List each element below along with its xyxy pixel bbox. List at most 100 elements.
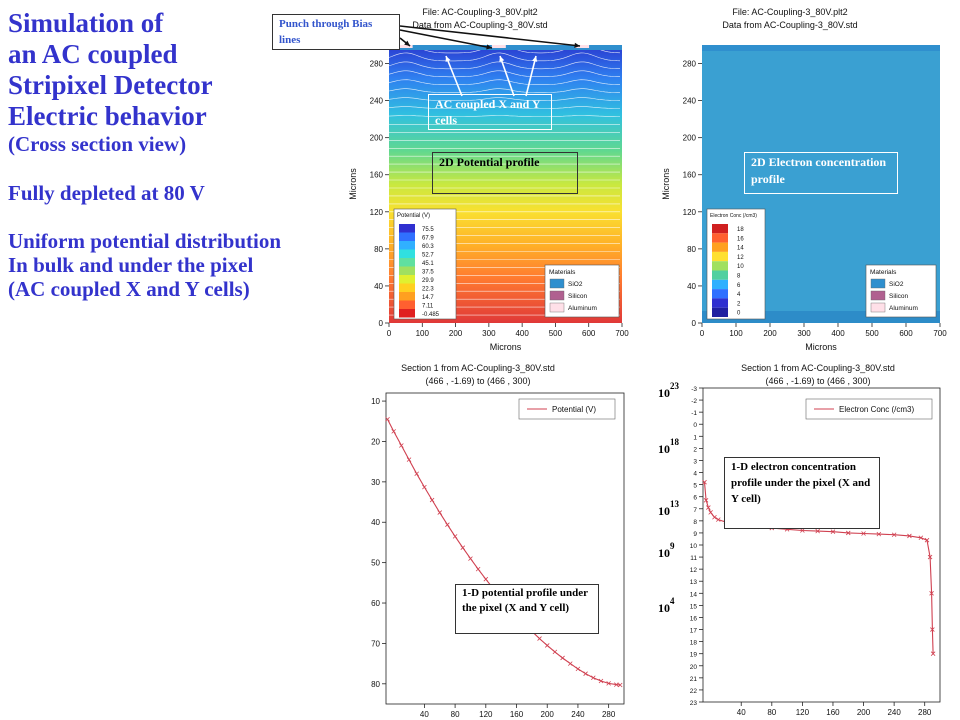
electron-1d-point-17 bbox=[876, 531, 882, 537]
electron-1d-label: 1-D electron concentration profile under… bbox=[724, 457, 880, 529]
electron-2d-xtick-label-200: 200 bbox=[763, 329, 777, 338]
potential-1d-ytick-label-10: 10 bbox=[371, 397, 380, 406]
electron-2d-colorbar-swatch-6 bbox=[712, 279, 728, 290]
potential-2d-colorbar-title: Potential (V) bbox=[397, 213, 430, 219]
electron-2d-colorbar-level-1: 16 bbox=[737, 236, 744, 242]
electron-2d-ytick-label-280: 280 bbox=[683, 60, 697, 69]
electron-2d-xtick-label-0: 0 bbox=[700, 329, 705, 338]
electron-2d-header-2: Data from AC-Coupling-3_80V.std bbox=[722, 20, 857, 30]
electron-1d-ytick-label-11: 11 bbox=[690, 555, 697, 562]
potential-2d-contour-5 bbox=[388, 79, 621, 85]
potential-2d-colorbar-swatch-9 bbox=[399, 300, 415, 309]
electron-2d-ytick-label-40: 40 bbox=[687, 282, 696, 291]
potential-2d-colorbar-level-4: 45.1 bbox=[422, 261, 434, 267]
electron-2d-colorbar-level-4: 10 bbox=[737, 264, 744, 270]
punch-through-arrow-3 bbox=[399, 25, 581, 47]
potential-1d-point-9 bbox=[452, 534, 458, 539]
potential-2d-xtick-label-500: 500 bbox=[549, 329, 563, 338]
subheading: (Cross section view) bbox=[8, 132, 187, 156]
potential-2d-colorbar-level-9: 7.11 bbox=[422, 304, 434, 310]
electron-2d-colorbar-level-0: 18 bbox=[737, 227, 744, 233]
potential-2d-xtick-label-0: 0 bbox=[387, 329, 392, 338]
potential-1d-xtick-label-120: 120 bbox=[479, 710, 493, 719]
electron-1d-point-23 bbox=[929, 591, 934, 596]
electron-1d-point-13 bbox=[815, 528, 820, 534]
potential-1d-point-31 bbox=[617, 682, 623, 688]
potential-1d-legend-label: Potential (V) bbox=[552, 405, 596, 414]
electron-1d-point-22 bbox=[927, 554, 933, 560]
potential-2d-colorbar-level-3: 52.7 bbox=[422, 253, 434, 259]
electron-1d-header-2: (466 , -1.69) to (466 , 300) bbox=[765, 376, 870, 386]
ac-coupled-label: AC coupled X and Y cells bbox=[428, 94, 552, 130]
potential-1d-header-2: (466 , -1.69) to (466 , 300) bbox=[425, 376, 530, 386]
electron-1d-xtick-label-160: 160 bbox=[826, 708, 840, 717]
electron-1d-xtick-label-80: 80 bbox=[767, 708, 776, 717]
ac-coupled-arrow-1-head bbox=[445, 56, 451, 62]
electron-1d-point-19 bbox=[907, 533, 912, 539]
electron-1d-point-1 bbox=[703, 498, 709, 503]
electron-2d-materials-title: Materials bbox=[870, 269, 897, 276]
electron-1d-xtick-label-120: 120 bbox=[796, 708, 810, 717]
electron-2d-ytick-label-240: 240 bbox=[683, 97, 697, 106]
electron-2d-ytick-label-160: 160 bbox=[683, 171, 697, 180]
electron-2d-colorbar-swatch-5 bbox=[712, 270, 728, 280]
electron-1d-point-15 bbox=[845, 530, 851, 536]
electron-2d-oxide-layer bbox=[702, 45, 940, 51]
electron-1d-ytick-label-17: 17 bbox=[690, 628, 698, 635]
electron-1d-ytick-label-14: 14 bbox=[690, 591, 698, 598]
punch-through-arrow-3-head bbox=[574, 42, 580, 48]
electron-1d-header-1: Section 1 from AC-Coupling-3_80V.std bbox=[741, 363, 895, 373]
potential-1d-ytick-label-30: 30 bbox=[371, 478, 380, 487]
electron-1d-point-5 bbox=[716, 517, 721, 522]
potential-2d-colorbar-level-6: 29.9 bbox=[422, 278, 434, 284]
electron-2d-label: 2D Electron concentration profile bbox=[744, 152, 898, 194]
potential-1d-point-22 bbox=[552, 649, 558, 655]
potential-2d-colorbar-swatch-5 bbox=[399, 266, 415, 275]
potential-1d-plot-area bbox=[385, 392, 625, 705]
potential-1d-point-12 bbox=[475, 566, 481, 572]
potential-1d-ytick-label-80: 80 bbox=[371, 680, 380, 689]
potential-1d-point-6 bbox=[429, 497, 435, 503]
heading-line-1: Simulation of bbox=[8, 8, 164, 38]
potential-1d-point-2 bbox=[399, 443, 404, 448]
electron-2d-colorbar-swatch-7 bbox=[712, 289, 728, 299]
potential-1d-point-0 bbox=[385, 416, 390, 422]
potential-2d-colorbar-swatch-2 bbox=[399, 241, 415, 250]
electron-1d-ytick-label-8: 8 bbox=[693, 519, 697, 526]
potential-2d-contour-7 bbox=[388, 97, 621, 101]
electron-1d-ytick-label-9: 9 bbox=[693, 531, 697, 538]
electron-1d-ytick-label-7: 7 bbox=[693, 507, 697, 514]
potential-2d-header-1: File: AC-Coupling-3_80V.plt2 bbox=[422, 7, 537, 17]
potential-1d-point-1 bbox=[391, 429, 396, 434]
electron-1d-ytick-label-6: 6 bbox=[693, 495, 697, 502]
ac-coupled-arrow-2 bbox=[499, 55, 515, 97]
electron-1d-ytick-label-10: 10 bbox=[690, 543, 698, 550]
potential-2d-colorbar-swatch-0 bbox=[399, 224, 415, 233]
potential-2d-ytick-label-200: 200 bbox=[370, 134, 384, 143]
potential-1d-ytick-label-60: 60 bbox=[371, 599, 380, 608]
potential-1d-point-25 bbox=[575, 666, 581, 672]
electron-2d-xtick-label-300: 300 bbox=[797, 329, 811, 338]
potential-1d-point-10 bbox=[460, 545, 466, 550]
potential-2d-colorbar-swatch-3 bbox=[399, 249, 415, 258]
electron-1d-point-18 bbox=[891, 532, 897, 538]
potential-1d-point-13 bbox=[483, 576, 489, 582]
potential-2d-header-2: Data from AC-Coupling-3_80V.std bbox=[412, 20, 547, 30]
electron-2d-header-1: File: AC-Coupling-3_80V.plt2 bbox=[732, 7, 847, 17]
uniform-line-2: In bulk and under the pixel bbox=[8, 253, 254, 277]
potential-2d-xtick-label-700: 700 bbox=[615, 329, 629, 338]
potential-2d-material-0: SiO2 bbox=[568, 281, 583, 288]
order-label-4: 104 bbox=[658, 596, 675, 615]
electron-1d-xtick-label-40: 40 bbox=[737, 708, 746, 717]
electron-2d-colorbar-swatch-9 bbox=[712, 307, 728, 317]
potential-1d-ytick-label-50: 50 bbox=[371, 559, 380, 568]
electron-2d-ytick-label-200: 200 bbox=[683, 134, 697, 143]
ac-coupled-arrow-3-head bbox=[532, 56, 538, 62]
electron-1d-ytick-label-2: 2 bbox=[693, 446, 697, 453]
electron-2d-xlabel: Microns bbox=[805, 342, 837, 352]
electron-1d-point-2 bbox=[706, 505, 711, 510]
potential-2d-contour-8 bbox=[388, 106, 620, 109]
electron-2d-xtick-label-500: 500 bbox=[865, 329, 879, 338]
electron-1d-point-3 bbox=[708, 510, 713, 515]
electron-1d-ytick-label--1: -1 bbox=[691, 410, 697, 417]
